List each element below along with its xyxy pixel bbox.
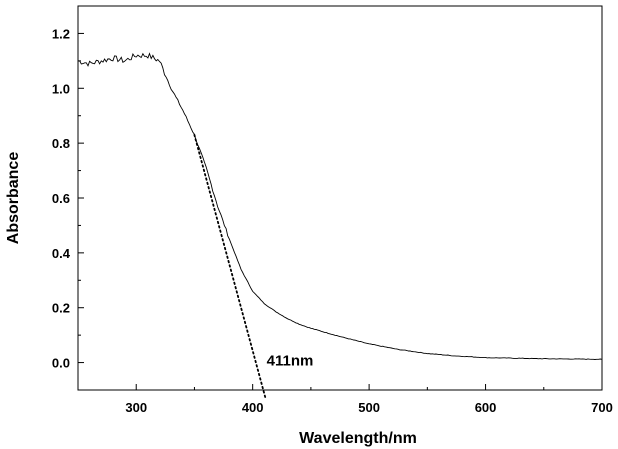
x-tick-label: 600: [475, 400, 497, 415]
y-axis-title: Absorbance: [5, 152, 22, 245]
x-axis-ticks: 300 400 500 600 700: [77, 384, 613, 415]
y-tick-label: 1.2: [52, 26, 70, 41]
y-tick-label: 0.6: [52, 191, 70, 206]
y-tick-label: 0.4: [52, 246, 71, 261]
annotation-411nm: 411nm: [267, 352, 314, 369]
x-tick-label: 300: [125, 400, 147, 415]
x-tick-label: 500: [358, 400, 380, 415]
absorbance-curve: [78, 52, 603, 360]
y-axis-ticks: 0.0 0.2 0.4 0.6 0.8 1.0 1.2: [52, 5, 84, 391]
series-layer: [78, 52, 603, 400]
x-axis-title: Wavelength/nm: [299, 430, 417, 447]
plot-frame: [77, 5, 603, 391]
tangent-extrapolation-line: [193, 134, 267, 400]
y-tick-label: 0.8: [52, 136, 70, 151]
y-tick-label: 1.0: [52, 81, 70, 96]
y-tick-label: 0.2: [52, 301, 70, 316]
y-tick-label: 0.0: [52, 356, 70, 371]
x-tick-label: 400: [242, 400, 264, 415]
x-tick-label: 700: [591, 400, 613, 415]
